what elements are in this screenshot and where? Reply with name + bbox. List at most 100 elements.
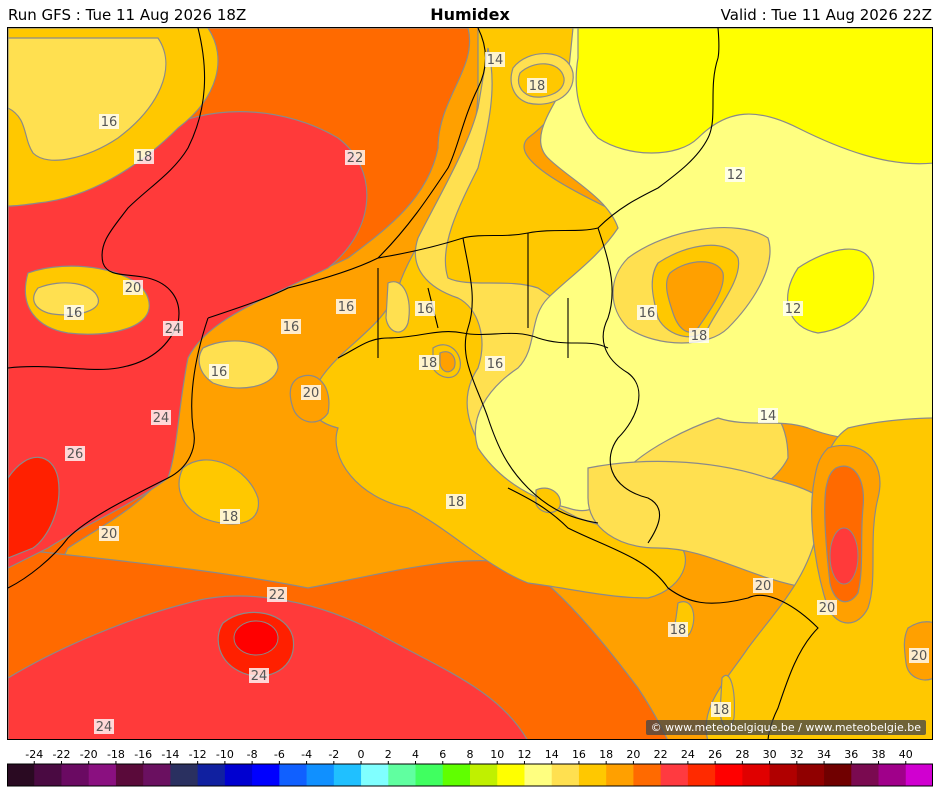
- colorbar-swatch: [687, 764, 716, 786]
- svg-text:20: 20: [755, 579, 772, 594]
- colorbar-swatch: [34, 764, 62, 786]
- zone-16-c2: [385, 281, 410, 333]
- colorbar-swatch: [715, 764, 743, 786]
- contour-label: 20: [301, 385, 321, 401]
- contour-labels: 14 18 16 18 22 12 20 16 24 16 16 16 18 1…: [64, 52, 929, 735]
- colorbar-swatch: [252, 764, 280, 786]
- svg-text:18: 18: [421, 356, 438, 371]
- colorbar-tick-label: -16: [134, 748, 152, 761]
- colorbar-swatch: [442, 764, 471, 786]
- colorbar-tick-label: 16: [572, 748, 586, 761]
- colorbar-tick-label: -12: [189, 748, 207, 761]
- colorbar-tick-label: 12: [517, 748, 531, 761]
- colorbar-tick-label: -4: [301, 748, 312, 761]
- colorbar-tick-label: -20: [80, 748, 98, 761]
- colorbar-swatch: [824, 764, 852, 786]
- colorbar-swatch: [742, 764, 771, 786]
- contour-label: 16: [64, 305, 84, 321]
- svg-text:16: 16: [101, 115, 118, 130]
- contour-label: 12: [725, 167, 745, 183]
- colorbar-swatch: [769, 764, 798, 786]
- colorbar-swatch: [88, 764, 117, 786]
- svg-text:18: 18: [448, 495, 465, 510]
- svg-text:18: 18: [222, 510, 239, 525]
- colorbar-swatch: [660, 764, 689, 786]
- colorbar-tick-label: 10: [490, 748, 504, 761]
- colorbar-swatch: [197, 764, 226, 786]
- colorbar-tick-label: 4: [412, 748, 419, 761]
- zone-12: [575, 28, 932, 165]
- contour-label: 18: [220, 509, 240, 525]
- svg-text:22: 22: [347, 151, 364, 166]
- svg-text:20: 20: [911, 649, 928, 664]
- colorbar-tick-label: 38: [872, 748, 886, 761]
- colorbar-tick-label: 24: [681, 748, 695, 761]
- contour-label: 22: [345, 150, 365, 166]
- svg-text:20: 20: [125, 281, 142, 296]
- contour-label: 16: [637, 305, 657, 321]
- contour-label: 14: [758, 408, 778, 424]
- svg-text:16: 16: [211, 365, 228, 380]
- svg-text:18: 18: [136, 150, 153, 165]
- contour-label: 16: [99, 114, 119, 130]
- colorbar-swatch: [143, 764, 171, 786]
- zone-18-south: [178, 459, 259, 525]
- svg-text:24: 24: [251, 669, 268, 684]
- contour-label: 20: [753, 578, 773, 594]
- colorbar-swatch: [633, 764, 662, 786]
- svg-text:12: 12: [785, 302, 802, 317]
- svg-text:14: 14: [760, 409, 777, 424]
- map-title: Humidex: [430, 5, 510, 24]
- svg-text:18: 18: [670, 623, 687, 638]
- colorbar-tick-label: 36: [844, 748, 858, 761]
- colorbar-tick-label: 6: [439, 748, 446, 761]
- colorbar-tick-label: 34: [817, 748, 831, 761]
- contour-label: 24: [163, 321, 183, 337]
- svg-text:18: 18: [529, 79, 546, 94]
- contour-label: 18: [711, 702, 731, 718]
- colorbar-tick-label: 20: [626, 748, 640, 761]
- humidex-map: 14 18 16 18 22 12 20 16 24 16 16 16 18 1…: [7, 27, 933, 740]
- colorbar-tick-label: 14: [545, 748, 559, 761]
- colorbar-swatch: [796, 764, 825, 786]
- contour-label: 18: [134, 149, 154, 165]
- colorbar-tick-label: 30: [763, 748, 777, 761]
- contour-label: 12: [783, 301, 803, 317]
- colorbar-swatch: [170, 764, 199, 786]
- svg-text:22: 22: [269, 588, 286, 603]
- coastline-borders: [8, 28, 819, 739]
- contour-label: 20: [909, 648, 929, 664]
- contour-label: 14: [485, 52, 505, 68]
- zone-20-c3: [439, 351, 456, 373]
- colorbar-swatch: [470, 764, 498, 786]
- colorbar-swatch: [578, 764, 607, 786]
- colorbar-tick-label: -24: [25, 748, 43, 761]
- contour-label: 18: [527, 78, 547, 94]
- colorbar-tick-label: -14: [161, 748, 179, 761]
- colorbar-tick-label: 26: [708, 748, 722, 761]
- colorbar-tick-label: -18: [107, 748, 125, 761]
- colorbar-tick-label: 8: [467, 748, 474, 761]
- contour-label: 24: [94, 719, 114, 735]
- svg-text:18: 18: [713, 703, 730, 718]
- colorbar-tick-label: 32: [790, 748, 804, 761]
- svg-text:16: 16: [417, 302, 434, 317]
- colorbar-swatch: [306, 764, 335, 786]
- contour-label: 24: [151, 410, 171, 426]
- colorbar-tick-label: -8: [247, 748, 258, 761]
- colorbar-tick-label: 28: [735, 748, 749, 761]
- colorbar-swatch: [497, 764, 525, 786]
- contour-label: 18: [419, 355, 439, 371]
- colorbar-swatch: [878, 764, 907, 786]
- contour-label: 16: [336, 299, 356, 315]
- svg-text:16: 16: [66, 306, 83, 321]
- contour-label: 18: [689, 328, 709, 344]
- colorbar-swatch: [115, 764, 144, 786]
- colorbar-swatch: [388, 764, 417, 786]
- colorbar-tick-label: 22: [654, 748, 668, 761]
- contour-label: 24: [249, 668, 269, 684]
- svg-text:16: 16: [338, 300, 355, 315]
- zone-16-nw: [8, 37, 167, 161]
- colorbar-tick-label: -6: [274, 748, 285, 761]
- svg-text:20: 20: [303, 386, 320, 401]
